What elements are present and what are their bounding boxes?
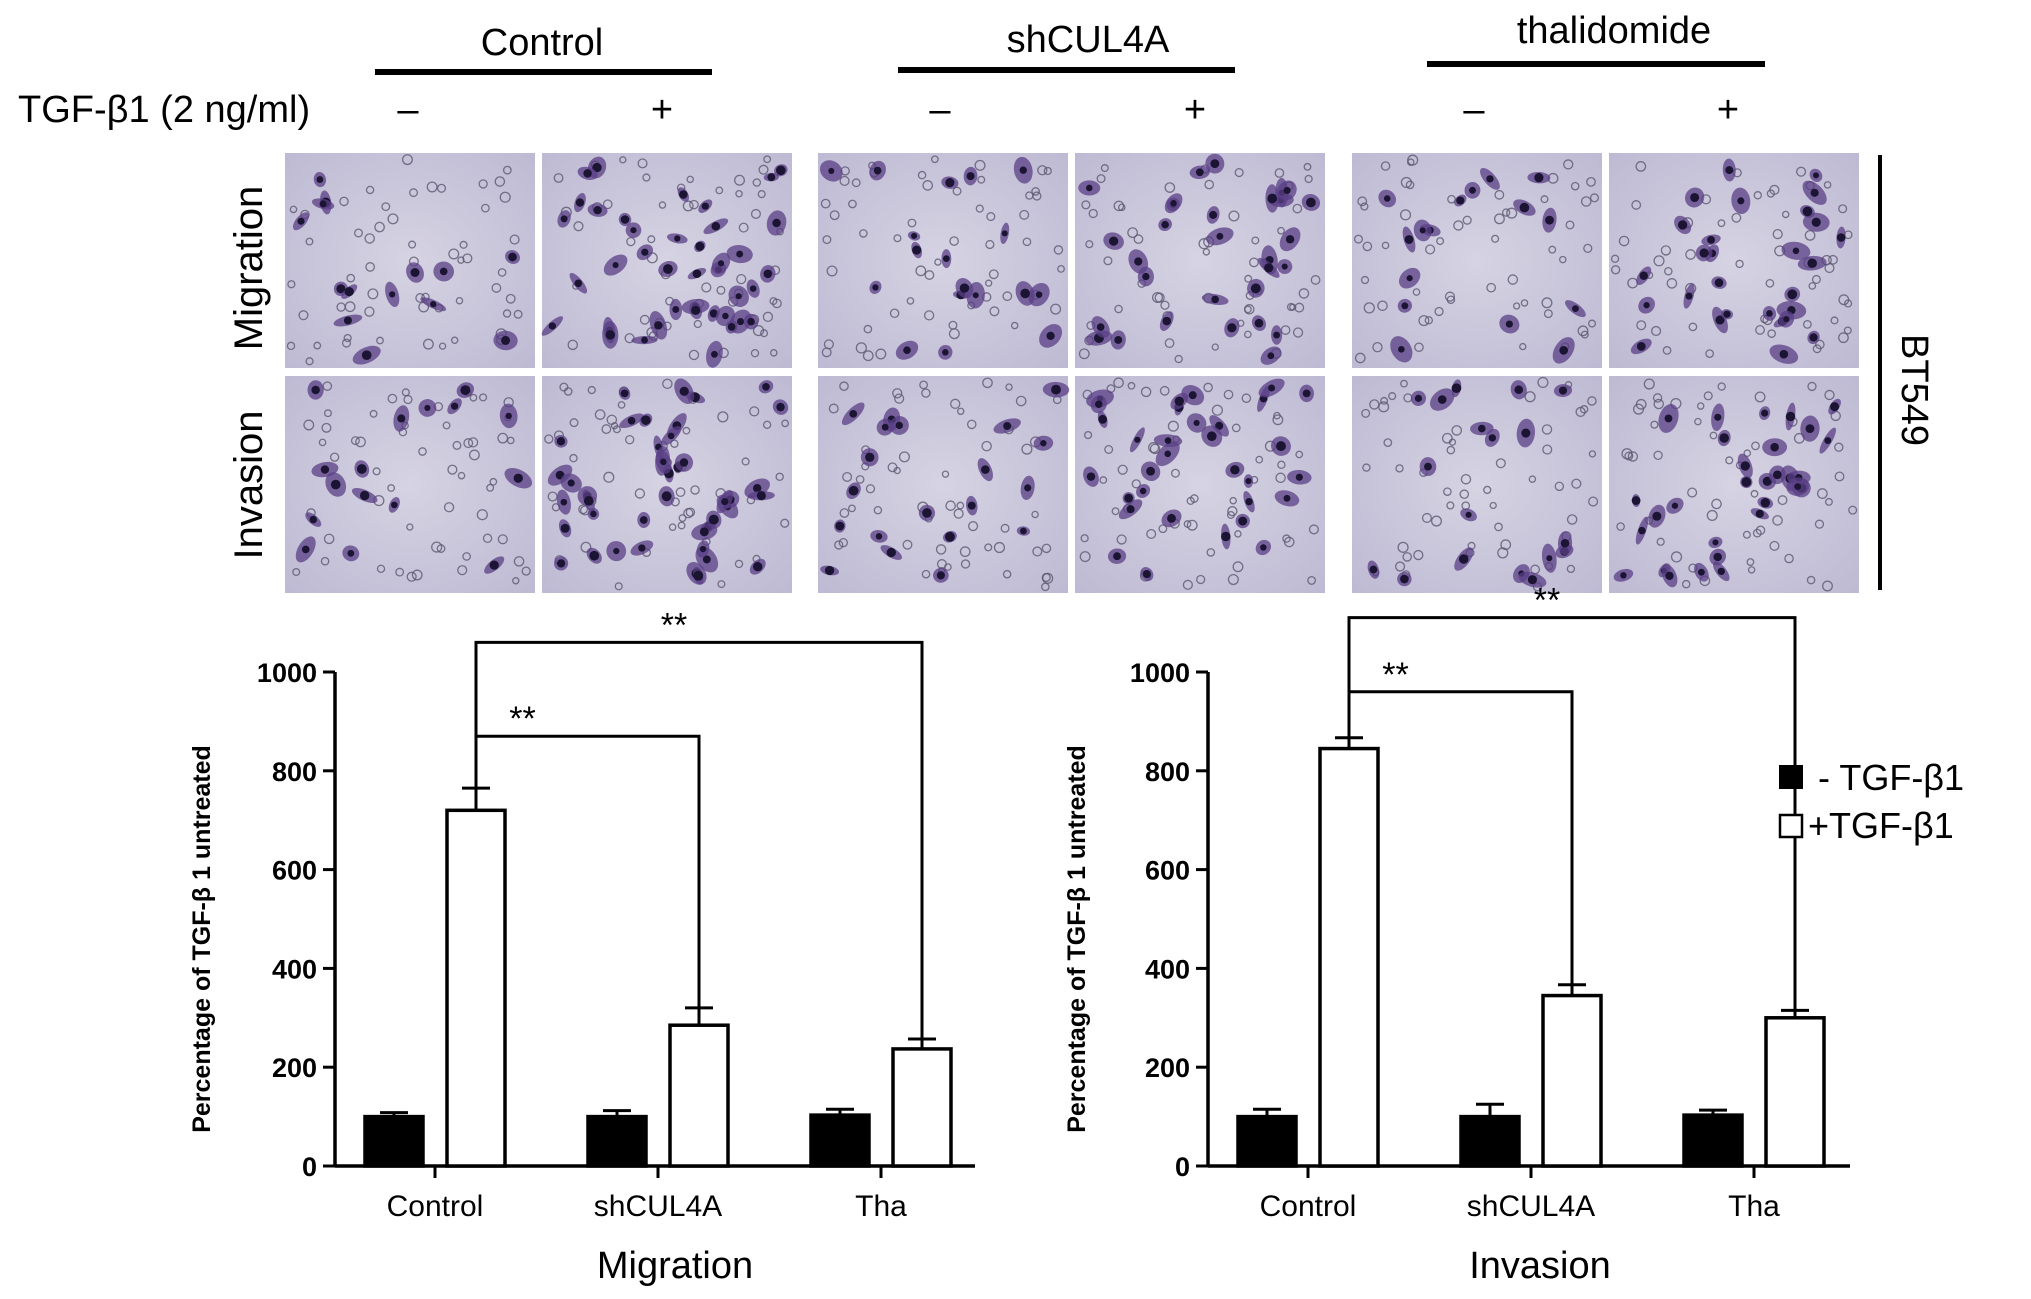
x-category-label: shCUL4A <box>1467 1190 1595 1223</box>
y-tick-label: 1000 <box>257 658 317 688</box>
significance-bracket <box>474 734 701 1008</box>
minus-shcul4a: – <box>929 89 951 131</box>
bar <box>1682 1113 1744 1168</box>
group-label-thalidomide: thalidomide <box>1517 10 1711 52</box>
y-tick-label: 200 <box>1145 1053 1190 1083</box>
y-tick-label: 600 <box>272 856 317 886</box>
x-category-label: shCUL4A <box>594 1190 722 1223</box>
y-tick-label: 400 <box>1145 954 1190 984</box>
bar <box>809 1113 871 1168</box>
legend-swatch-filled <box>1779 765 1803 789</box>
micrograph-panel <box>1075 376 1325 593</box>
bar <box>891 1047 953 1168</box>
micrograph-panel <box>285 153 535 368</box>
minus-thalidomide: – <box>1463 89 1485 131</box>
bar <box>363 1114 425 1168</box>
y-tick-label: 800 <box>1145 757 1190 787</box>
x-category-label: Tha <box>855 1190 907 1223</box>
treatment-label: TGF-β1 (2 ng/ml) <box>18 89 310 131</box>
micrograph-panel <box>542 376 792 593</box>
bar <box>1541 993 1603 1168</box>
significance-label: ** <box>509 700 535 738</box>
bar <box>1764 1016 1826 1168</box>
chart-invasion: 0 200 400 600 800 1000 Percentage of TGF-β 1 u… <box>1063 582 1850 1287</box>
bar <box>668 1023 730 1168</box>
y-tick-label: 0 <box>1175 1152 1190 1182</box>
x-category-label: Control <box>387 1190 484 1223</box>
y-tick-label: 600 <box>1145 856 1190 886</box>
minus-control: – <box>397 89 419 131</box>
micrograph-panel <box>1352 376 1602 593</box>
x-axis-label: Migration <box>597 1245 753 1287</box>
row-label-migration: Migration <box>227 186 271 351</box>
x-category-label: Control <box>1260 1190 1357 1223</box>
y-axis-label: Percentage of TGF-β 1 untreated <box>188 745 216 1133</box>
bar <box>1459 1114 1521 1168</box>
chart-migration: 0 200 400 600 800 1000 Percentage of TGF-β 1 u… <box>188 606 975 1287</box>
legend-label-minus: - TGF-β1 <box>1818 757 1964 798</box>
micrograph-panel <box>1075 153 1325 368</box>
y-tick-label: 0 <box>302 1152 317 1182</box>
group-label-shcul4a: shCUL4A <box>1007 19 1170 61</box>
significance-label: ** <box>1534 582 1560 620</box>
y-tick-label: 800 <box>272 757 317 787</box>
x-axis-label: Invasion <box>1469 1245 1611 1287</box>
micrograph-panel <box>818 376 1070 593</box>
micrograph-panel <box>818 153 1068 368</box>
bar <box>445 808 507 1168</box>
significance-bracket <box>1347 690 1574 985</box>
legend-swatch-open <box>1778 813 1804 839</box>
legend: - TGF-β1 +TGF-β1 <box>1778 757 1964 846</box>
plus-thalidomide: + <box>1717 89 1739 131</box>
bar <box>1318 746 1380 1168</box>
plus-shcul4a: + <box>1184 89 1206 131</box>
group-label-control: Control <box>481 22 604 64</box>
y-axis-label: Percentage of TGF-β 1 untreated <box>1063 745 1091 1133</box>
y-tick-label: 1000 <box>1130 658 1190 688</box>
micrograph-grid <box>285 153 1859 593</box>
significance-label: ** <box>661 606 687 644</box>
bar <box>586 1114 648 1168</box>
plus-control: + <box>651 89 673 131</box>
significance-label: ** <box>1382 656 1408 694</box>
x-category-label: Tha <box>1728 1190 1780 1223</box>
micrograph-panel <box>1609 153 1859 368</box>
micrograph-panel <box>285 376 535 593</box>
micrograph-panel <box>541 153 792 368</box>
y-tick-label: 400 <box>272 954 317 984</box>
legend-label-plus: +TGF-β1 <box>1808 805 1954 846</box>
row-label-invasion: Invasion <box>227 411 271 560</box>
bar <box>1236 1114 1298 1168</box>
y-tick-label: 200 <box>272 1053 317 1083</box>
significance-bracket <box>474 640 924 1040</box>
micrograph-panel <box>1352 153 1602 368</box>
micrograph-panel <box>1609 376 1859 593</box>
group-headers: Control shCUL4A thalidomide <box>375 10 1765 75</box>
cell-line-label: BT549 <box>1893 334 1935 446</box>
treatment-row: TGF-β1 (2 ng/ml) – + – + – + <box>18 89 1739 131</box>
